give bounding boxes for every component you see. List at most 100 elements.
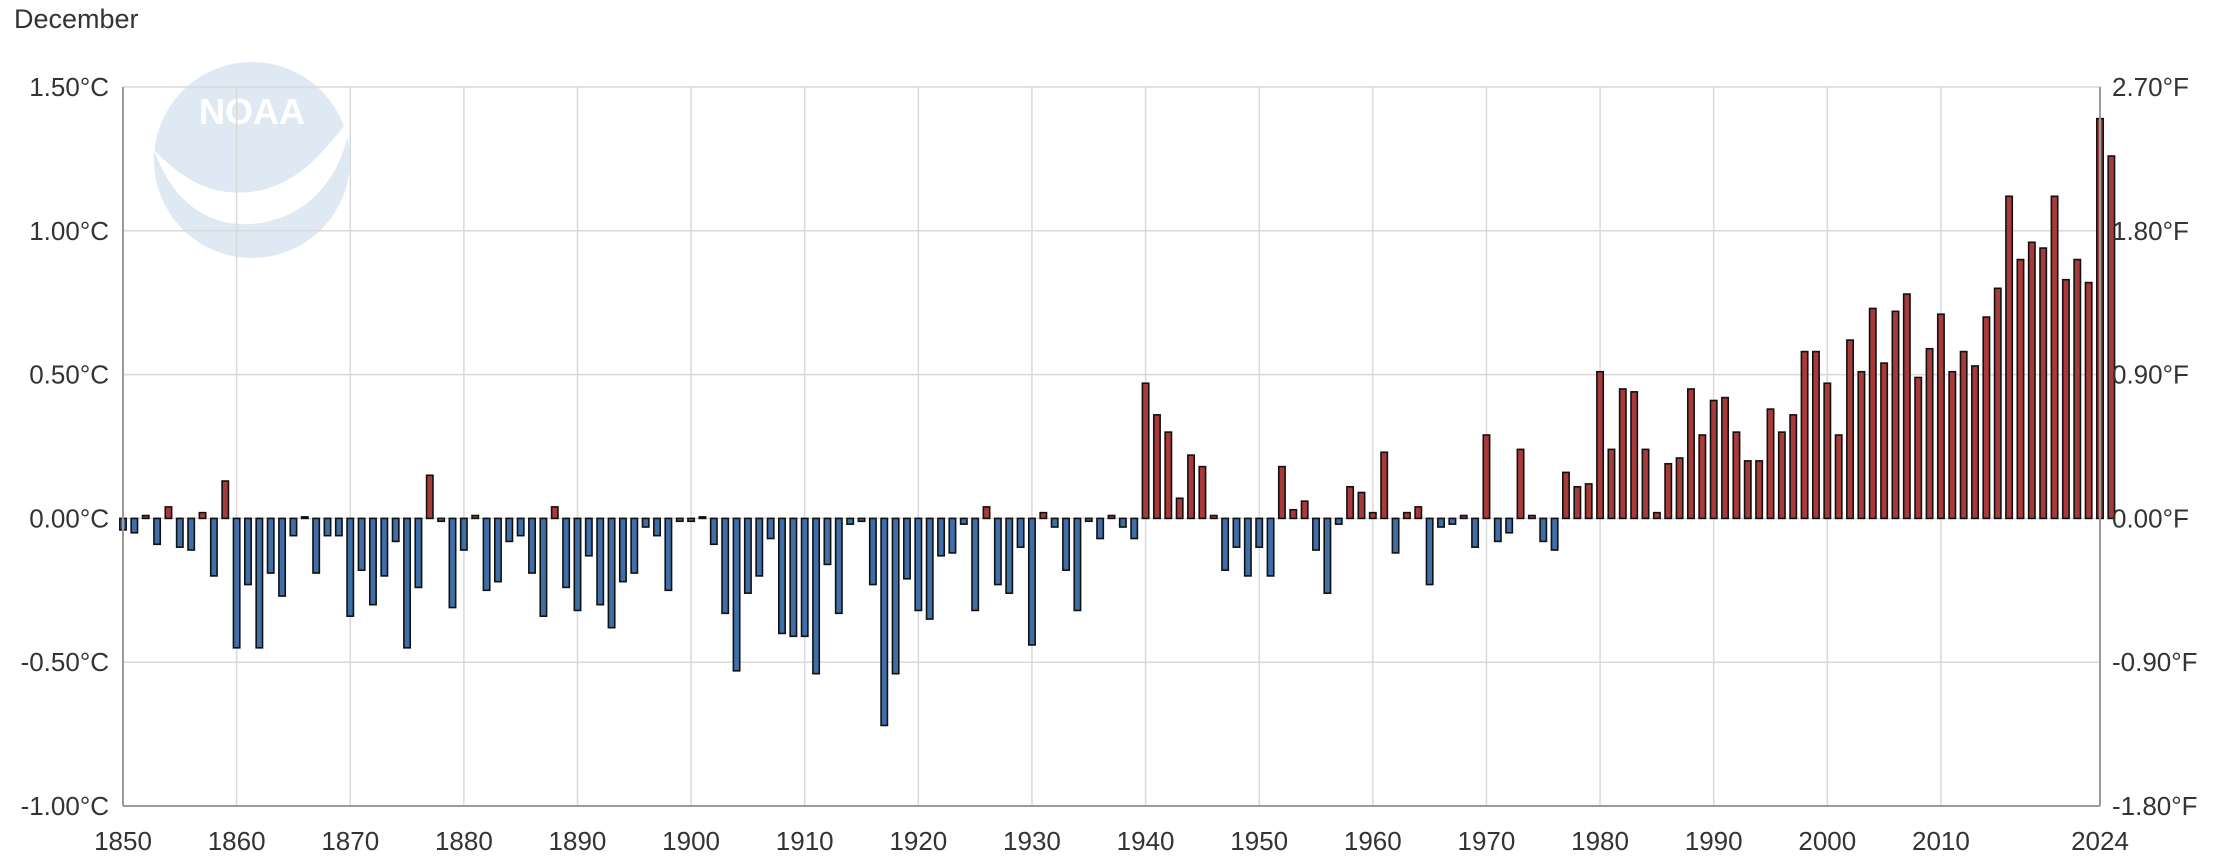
bar: [482, 517, 491, 592]
bar: [1175, 497, 1184, 520]
bar: [1334, 517, 1343, 525]
bar: [1527, 514, 1536, 520]
bar: [800, 517, 809, 638]
bar: [1118, 517, 1127, 528]
bar: [812, 517, 821, 675]
bar: [584, 517, 593, 557]
x-tick-label: 1950: [1230, 826, 1288, 856]
bar: [1686, 388, 1695, 520]
bar: [868, 517, 877, 586]
bar: [1948, 370, 1957, 520]
bar: [959, 517, 968, 525]
bar: [1368, 511, 1377, 520]
bar: [164, 506, 173, 520]
bar: [1698, 434, 1707, 520]
bar: [1914, 376, 1923, 520]
bar: [198, 511, 207, 520]
bar: [221, 480, 230, 520]
bar: [2061, 278, 2070, 520]
bar: [1959, 350, 1968, 520]
y-left-tick-label: 1.50°C: [29, 72, 109, 102]
bar: [1243, 517, 1252, 577]
bar: [1448, 517, 1457, 525]
bar: [141, 514, 150, 520]
bar: [573, 517, 582, 612]
x-tick-label: 1910: [776, 826, 834, 856]
bar: [312, 517, 321, 574]
bar: [1709, 399, 1718, 520]
bar: [1096, 517, 1105, 540]
bar: [789, 517, 798, 638]
noaa-logo-bird: [154, 118, 350, 225]
bar: [607, 517, 616, 629]
bar: [903, 517, 911, 580]
bar: [653, 517, 661, 537]
bar: [1664, 462, 1673, 520]
bar: [2107, 155, 2116, 520]
y-right-tick-label: 2.70°F: [2112, 72, 2189, 102]
bar: [2084, 281, 2093, 520]
y-left-tick-label: -1.00°C: [21, 791, 109, 821]
bar: [846, 517, 855, 525]
bar: [982, 506, 991, 520]
bar: [1936, 313, 1945, 520]
noaa-logo-text: NOAA: [199, 91, 305, 132]
x-tick-label: 1850: [94, 826, 152, 856]
bar: [1652, 511, 1661, 520]
bar: [1823, 382, 1832, 520]
bar: [1539, 517, 1548, 543]
bar: [2073, 258, 2082, 520]
bar: [1380, 451, 1389, 520]
bar: [1084, 517, 1093, 523]
bar: [539, 517, 548, 617]
y-right-tick-label: -0.90°F: [2112, 647, 2198, 677]
bar: [1982, 316, 1991, 520]
bar: [641, 517, 650, 528]
bar: [1482, 434, 1491, 520]
bar: [232, 517, 241, 649]
bar: [1300, 500, 1309, 520]
bar: [1800, 350, 1809, 520]
x-tick-label: 1890: [549, 826, 607, 856]
y-right-tick-label: -1.80°F: [2112, 791, 2198, 821]
bar: [1516, 448, 1525, 520]
bar: [346, 517, 355, 617]
bar: [766, 517, 775, 540]
bar: [1357, 491, 1366, 520]
bar: [1721, 396, 1730, 520]
bar: [1198, 465, 1207, 520]
bar: [1152, 414, 1161, 520]
bar: [562, 517, 571, 589]
bar: [1630, 391, 1639, 520]
bar: [1016, 517, 1025, 548]
bar: [1164, 431, 1173, 520]
bar: [1891, 310, 1900, 520]
bar: [698, 516, 707, 520]
bar: [1857, 370, 1866, 520]
bar: [1459, 514, 1468, 520]
bar: [1743, 460, 1752, 520]
bar: [1141, 382, 1150, 520]
bar: [2005, 195, 2014, 520]
bar: [391, 517, 400, 543]
bar: [334, 517, 343, 537]
y-right-tick-label: 1.80°F: [2112, 216, 2189, 246]
x-tick-label: 2024: [2071, 826, 2129, 856]
bar: [1641, 448, 1650, 520]
bar: [1255, 517, 1264, 548]
bar: [1027, 517, 1036, 646]
bar: [153, 517, 162, 546]
y-right-tick-label: 0.00°F: [2112, 503, 2189, 533]
bar: [550, 506, 559, 520]
bar: [1971, 365, 1979, 520]
x-tick-label: 2010: [1912, 826, 1970, 856]
bar: [516, 517, 525, 537]
bar: [1050, 517, 1059, 528]
bar: [664, 517, 673, 592]
bar: [380, 517, 389, 577]
bar: [1312, 517, 1320, 551]
bar: [778, 517, 786, 635]
bar: [1675, 457, 1684, 520]
bar: [266, 517, 275, 574]
